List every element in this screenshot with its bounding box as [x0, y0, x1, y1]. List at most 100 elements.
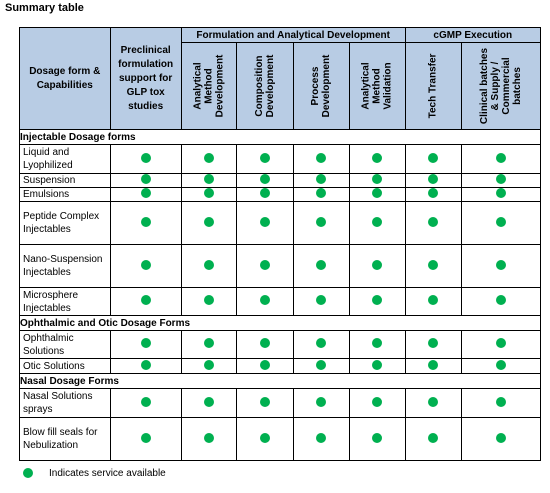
table-row: Blow fill seals for Nebulization — [19, 417, 542, 461]
service-available-dot-icon — [316, 152, 327, 163]
service-available-dot-icon — [316, 338, 327, 348]
service-cell — [109, 201, 182, 245]
service-available-dot-icon — [203, 338, 214, 348]
service-cell — [460, 201, 542, 245]
service-cell — [404, 144, 462, 174]
service-cell — [180, 244, 237, 288]
service-available-dot-icon — [428, 338, 439, 348]
service-cell — [404, 417, 462, 461]
table-row: Peptide Complex Injectables — [19, 201, 542, 245]
service-available-dot-icon — [428, 359, 439, 370]
service-available-dot-icon — [140, 396, 151, 407]
service-cell — [460, 173, 542, 188]
service-available-dot-icon — [428, 295, 439, 305]
service-cell — [180, 358, 237, 374]
service-cell — [404, 330, 462, 359]
header-col-process-development: Process Development — [292, 42, 350, 130]
service-available-dot-icon — [259, 359, 270, 370]
table-row: Ophthalmic Solutions — [19, 330, 542, 359]
section-row: Ophthalmic and Otic Dosage Forms — [19, 315, 541, 331]
service-available-dot-icon — [259, 338, 270, 348]
service-available-dot-icon — [203, 295, 214, 305]
service-cell — [180, 187, 237, 202]
service-available-dot-icon — [259, 152, 270, 163]
service-cell — [235, 417, 294, 461]
service-cell — [404, 187, 462, 202]
service-cell — [235, 144, 294, 174]
service-cell — [235, 173, 294, 188]
service-available-dot-icon — [203, 152, 214, 163]
service-available-dot-icon — [316, 188, 327, 198]
row-label: Otic Solutions — [19, 358, 111, 374]
service-available-dot-icon — [203, 359, 214, 370]
service-available-dot-icon — [259, 216, 270, 227]
service-available-dot-icon — [372, 338, 383, 348]
table-row: Suspension — [19, 173, 542, 188]
service-cell — [460, 187, 542, 202]
service-cell — [348, 330, 406, 359]
service-cell — [109, 330, 182, 359]
service-available-dot-icon — [140, 338, 151, 348]
service-available-dot-icon — [316, 259, 327, 270]
service-available-dot-icon — [495, 396, 506, 407]
service-available-dot-icon — [140, 295, 151, 305]
service-available-dot-icon — [203, 432, 214, 443]
service-available-dot-icon — [203, 216, 214, 227]
service-available-dot-icon — [203, 396, 214, 407]
service-available-dot-icon — [372, 295, 383, 305]
service-available-dot-icon — [316, 432, 327, 443]
section-title: Injectable Dosage forms — [19, 129, 541, 145]
header-group-cgmp: cGMP Execution — [404, 27, 542, 43]
row-label: Blow fill seals for Nebulization — [19, 417, 111, 461]
service-available-dot-icon — [428, 174, 439, 184]
service-available-dot-icon — [428, 188, 439, 198]
service-cell — [109, 287, 182, 316]
service-available-dot-icon — [428, 396, 439, 407]
service-available-dot-icon — [259, 396, 270, 407]
service-cell — [235, 201, 294, 245]
service-available-dot-icon — [259, 174, 270, 184]
service-available-dot-icon — [495, 174, 506, 184]
service-available-dot-icon — [428, 216, 439, 227]
service-cell — [292, 201, 350, 245]
service-cell — [460, 358, 542, 374]
service-cell — [348, 244, 406, 288]
service-cell — [109, 358, 182, 374]
header-group-formulation: Formulation and Analytical Development — [180, 27, 406, 43]
service-available-dot-icon — [203, 174, 214, 184]
header-dosage: Dosage form & Capabilities — [19, 27, 111, 130]
table-body: Injectable Dosage forms Liquid and Lyophi… — [19, 129, 542, 461]
service-available-dot-icon — [203, 188, 214, 198]
service-available-dot-icon — [495, 295, 506, 305]
service-available-dot-icon — [259, 432, 270, 443]
service-cell — [109, 173, 182, 188]
service-cell — [460, 244, 542, 288]
service-cell — [460, 388, 542, 418]
service-cell — [460, 287, 542, 316]
service-cell — [292, 330, 350, 359]
service-cell — [348, 287, 406, 316]
service-cell — [292, 388, 350, 418]
summary-table: Dosage form & Capabilities Preclinical f… — [19, 27, 542, 461]
service-cell — [235, 330, 294, 359]
table-row: Emulsions — [19, 187, 542, 202]
service-available-dot-icon — [316, 359, 327, 370]
service-available-dot-icon — [428, 259, 439, 270]
service-cell — [348, 187, 406, 202]
row-label: Liquid and Lyophilized — [19, 144, 111, 174]
section-title: Nasal Dosage Forms — [19, 373, 541, 389]
service-available-dot-icon — [316, 216, 327, 227]
service-cell — [460, 144, 542, 174]
service-cell — [292, 144, 350, 174]
service-cell — [109, 187, 182, 202]
service-cell — [180, 287, 237, 316]
service-available-dot-icon — [372, 396, 383, 407]
service-available-dot-icon — [495, 188, 506, 198]
service-available-dot-icon — [140, 188, 151, 198]
service-cell — [292, 358, 350, 374]
service-cell — [292, 187, 350, 202]
legend-text: Indicates service available — [49, 468, 166, 479]
service-available-dot-icon — [495, 259, 506, 270]
service-available-dot-icon — [203, 259, 214, 270]
service-cell — [292, 173, 350, 188]
